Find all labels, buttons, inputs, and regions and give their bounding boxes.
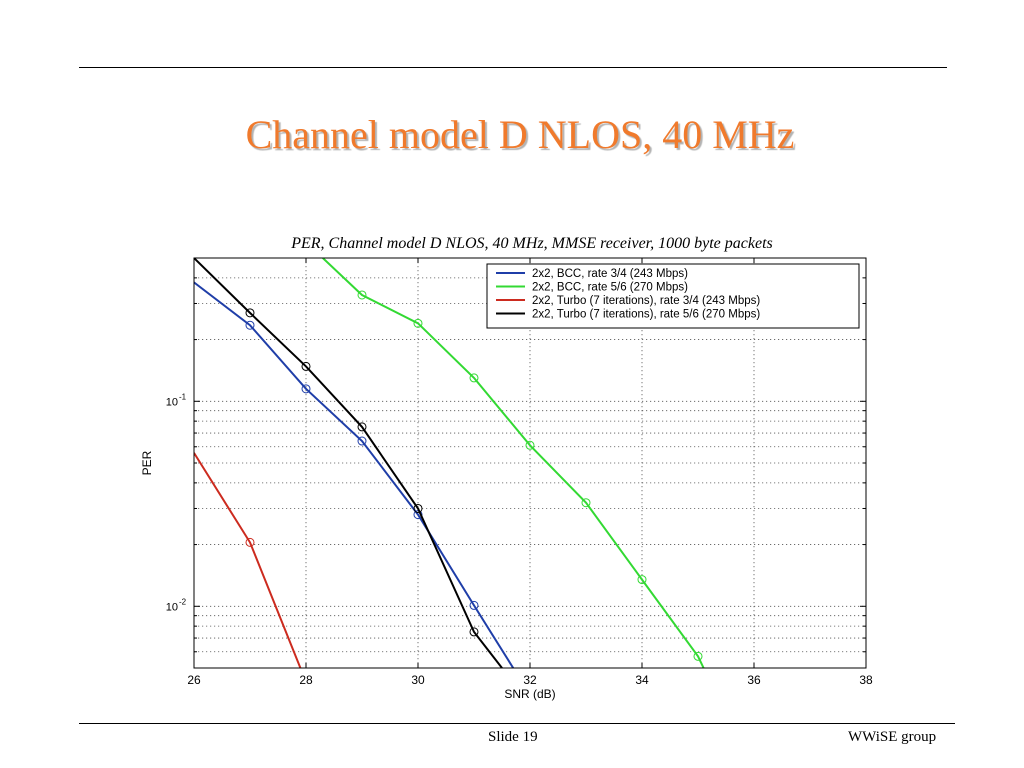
y-tick-exponent: -1 bbox=[179, 392, 187, 401]
x-tick-label: 34 bbox=[635, 673, 649, 687]
series-group bbox=[194, 452, 302, 668]
series-line bbox=[322, 258, 705, 668]
data-point bbox=[357, 422, 367, 432]
data-point bbox=[469, 600, 479, 610]
y-tick-label: 10 bbox=[166, 396, 178, 408]
data-point bbox=[301, 384, 311, 394]
legend-entry-label: 2x2, Turbo (7 iterations), rate 3/4 (243… bbox=[532, 295, 760, 307]
legend-box bbox=[486, 263, 860, 329]
chart-title: PER, Channel model D NLOS, 40 MHz, MMSE … bbox=[290, 235, 773, 252]
data-point bbox=[413, 318, 423, 328]
x-tick-label: 28 bbox=[299, 673, 313, 687]
slide-number: Slide 19 bbox=[488, 729, 538, 745]
data-point bbox=[693, 651, 703, 661]
data-point bbox=[245, 320, 255, 330]
series-group bbox=[194, 258, 503, 668]
y-tick-exponent: -2 bbox=[179, 597, 187, 606]
data-point bbox=[301, 361, 311, 371]
x-tick-label: 26 bbox=[187, 673, 201, 687]
bottom-divider bbox=[79, 723, 955, 724]
y-tick-label: 10 bbox=[166, 601, 178, 613]
data-point bbox=[357, 290, 367, 300]
data-point bbox=[525, 440, 535, 450]
top-divider bbox=[79, 67, 947, 68]
legend-entry-label: 2x2, BCC, rate 3/4 (243 Mbps) bbox=[532, 268, 688, 280]
legend-entry-label: 2x2, Turbo (7 iterations), rate 5/6 (270… bbox=[532, 309, 760, 321]
data-point bbox=[581, 498, 591, 508]
data-point bbox=[637, 575, 647, 585]
data-point bbox=[357, 436, 367, 446]
data-point bbox=[245, 308, 255, 318]
legend-entry-label: 2x2, BCC, rate 5/6 (270 Mbps) bbox=[532, 282, 688, 294]
x-tick-label: 36 bbox=[747, 673, 761, 687]
x-tick-label: 32 bbox=[523, 673, 537, 687]
series-line bbox=[194, 258, 503, 668]
data-point bbox=[469, 627, 479, 637]
footer-group-label: WWiSE group bbox=[848, 729, 937, 745]
x-axis-label: SNR (dB) bbox=[504, 687, 555, 701]
series-group bbox=[322, 258, 705, 668]
series-line bbox=[194, 452, 302, 668]
y-axis-label: PER bbox=[140, 450, 154, 475]
data-point bbox=[245, 537, 255, 547]
series-line bbox=[194, 281, 515, 668]
slide-title: Channel model D NLOS, 40 MHz bbox=[245, 112, 795, 157]
data-point bbox=[469, 373, 479, 383]
x-tick-label: 30 bbox=[411, 673, 425, 687]
data-point bbox=[413, 503, 423, 513]
x-tick-label: 38 bbox=[859, 673, 873, 687]
